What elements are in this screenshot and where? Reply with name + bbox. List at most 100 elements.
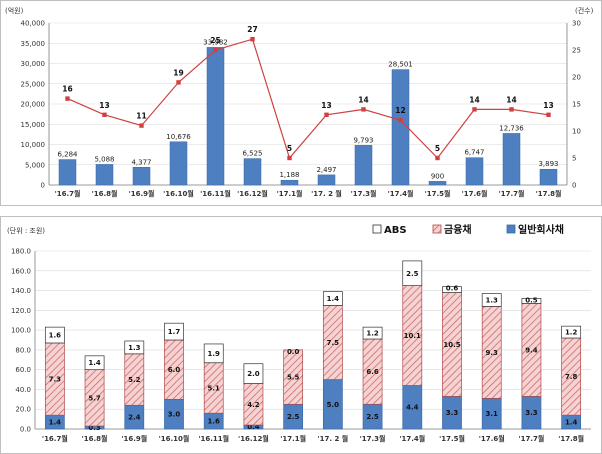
bar-amount [132,167,151,186]
x-axis-tick: '16.8월 [92,189,118,198]
segment-abs-label: 1.9 [208,350,221,358]
segment-abs-label: 1.3 [486,296,499,304]
left-axis-tick: 10,000 [21,141,46,149]
bottom-chart: (단위 : 조원) ABS 금융채 일반회사채 0.0 20.0 40.0 60.0 80.0 1… [7,223,591,443]
legend-financial-bond-swatch [432,224,442,234]
count-label: 16 [62,85,72,94]
count-line [67,38,549,160]
x-axis-tick: '16.9월 [121,434,147,443]
segment-financial-bond-label: 5.1 [208,384,221,392]
segment-financial-bond-label: 9.3 [486,349,499,357]
right-axis-tick: 20 [572,74,581,82]
bar-amount-label: 10,676 [166,133,191,141]
segment-general-corporate-bond-label: 1.4 [565,419,578,427]
left-axis-tick: 0 [41,182,45,190]
bar-amount [428,181,447,186]
bar-amount [317,174,336,186]
segment-abs [362,326,383,340]
segment-abs [322,291,343,306]
count-label: 5 [435,144,440,153]
count-marker [435,155,440,161]
x-axis-tick: '17.7월 [518,434,544,443]
segment-financial-bond-label: 5.5 [287,374,300,382]
count-marker [546,112,551,117]
segment-abs-label: 0.6 [446,285,459,293]
bar-amount-label: 900 [431,172,444,180]
segment-general-corporate-bond-label: 3.1 [486,410,499,418]
segment-abs-label: 2.5 [406,270,419,278]
segment-financial-bond-label: 7.5 [327,339,340,347]
y-axis-tick: 60.0 [15,366,31,374]
segment-abs-label: 2.0 [247,370,260,378]
bar-amount-label: 6,525 [242,150,262,158]
legend-general-corporate-bond-label: 일반회사채 [518,223,564,236]
segment-general-corporate-bond-label: 2.4 [128,414,141,422]
bar-amount [169,141,188,186]
segment-abs-label: 1.3 [128,344,141,352]
count-label: 25 [210,36,220,45]
x-axis-tick: '16.10월 [163,189,194,198]
y-axis-tick: 160.0 [11,267,31,275]
segment-financial-bond-label: 6.0 [168,366,181,374]
segment-abs-label: 1.7 [168,328,181,336]
x-axis-tick: '17.3월 [360,434,386,443]
x-axis-tick: '16.10월 [159,434,190,443]
left-axis-unit: (억원) [5,6,24,15]
segment-abs-label: 1.4 [88,359,101,367]
segment-general-corporate-bond-label: 2.5 [287,413,300,421]
left-axis-tick: 15,000 [21,121,46,129]
bar-amount-label: 28,501 [388,61,413,69]
x-axis-tick: '16.11월 [198,434,229,443]
left-axis-tick: 25,000 [21,80,46,88]
count-label: 27 [247,25,257,34]
segment-financial-bond-label: 6.6 [366,368,379,376]
y-axis-tick: 40.0 [15,386,31,394]
bar-amount-label: 2,497 [316,166,336,174]
count-label: 12 [395,106,405,115]
segment-financial-bond-label: 5.2 [128,376,141,384]
segment-abs-label: 1.4 [327,295,340,303]
bar-amount-label: 1,188 [279,171,299,179]
segment-general-corporate-bond-label: 1.4 [49,419,62,427]
right-axis-unit: (건수) [575,6,594,15]
segment-general-corporate-bond-label: 5.0 [327,401,340,409]
y-axis-tick: 140.0 [11,287,31,295]
bar-amount-label: 6,747 [464,149,484,157]
bar-amount [539,168,558,186]
x-axis-tick: '16.7월 [42,434,68,443]
x-axis-tick: '17.1월 [277,189,303,198]
top-chart: (억원) (건수) 0 5,000 10,000 15,000 20,000 25,000 30… [5,6,594,198]
x-axis-tick: '17.6월 [479,434,505,443]
bar-amount [280,179,299,186]
count-label: 11 [136,112,146,121]
count-label: 19 [173,68,183,77]
segment-financial-bond [283,349,304,405]
bar-amount-label: 9,793 [353,136,373,144]
count-marker [324,112,329,117]
segment-general-corporate-bond-label: 1.6 [208,418,221,426]
count-label: 14 [358,95,368,104]
count-marker [472,107,477,112]
x-axis-tick: '17.8월 [536,189,562,198]
segment-abs [164,322,184,341]
count-marker [361,107,366,112]
count-marker [287,155,292,161]
x-axis-tick: '17.8월 [558,434,584,443]
x-axis-tick: '17.5월 [439,434,465,443]
y-axis-tick: 100.0 [11,327,31,335]
bar-amount-label: 3,893 [538,160,558,168]
segment-general-corporate-bond-label: 3.3 [525,409,538,417]
segment-financial-bond-label: 4.2 [247,401,260,409]
bar-amount-label: 4,377 [131,158,151,166]
legend-general-corporate-bond-swatch [506,224,516,234]
x-axis-tick: '16.12월 [238,434,269,443]
bar-amount [354,145,373,186]
count-marker [250,37,255,42]
segment-general-corporate-bond-label: 2.5 [366,413,379,421]
bar-amount [95,164,114,186]
segment-general-corporate-bond-label: 0.3 [88,424,101,432]
y-axis-tick: 120.0 [11,307,31,315]
bar-amount [243,158,262,186]
count-label: 13 [321,101,331,110]
segment-financial-bond-label: 7.8 [565,373,578,381]
